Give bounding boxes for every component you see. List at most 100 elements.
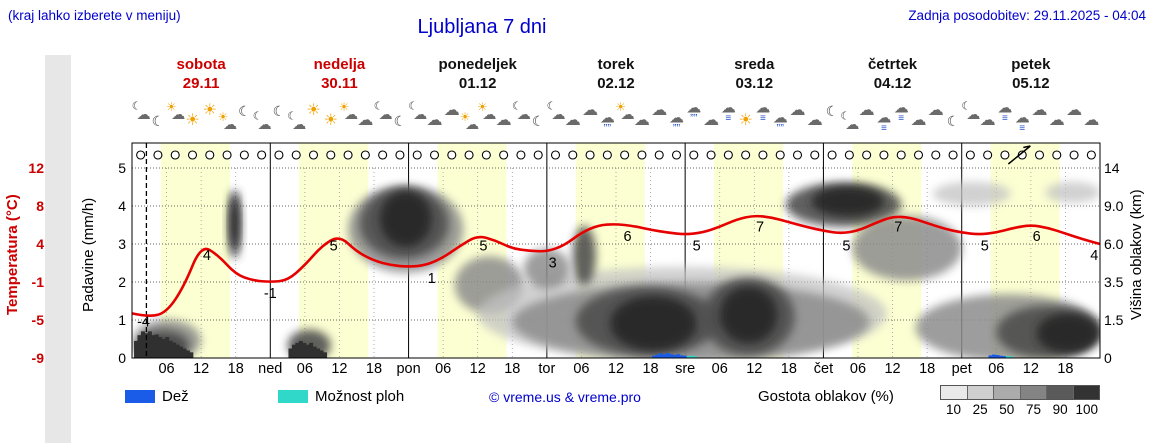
- cloud-rain-icon: ☁ ≡: [720, 99, 736, 124]
- day-date: 03.12: [735, 75, 774, 92]
- cloud-icon: ☁: [564, 112, 581, 129]
- axis-tick-label: 12: [28, 160, 44, 176]
- moon-cloud-icon: ☾ ☁: [131, 100, 151, 122]
- day-header: sreda 03.12: [685, 55, 823, 93]
- moon-cloud-icon: ☾ ☁: [511, 100, 531, 122]
- copyright-link[interactable]: © vreme.us & vreme.pro: [489, 389, 641, 405]
- time-label: pon: [396, 361, 421, 377]
- day-name: sreda: [734, 56, 775, 73]
- day-header: ponedeljek 01.12: [409, 55, 547, 93]
- moon-cloud-icon: ☾ ☁: [408, 100, 428, 122]
- cloud-cover-shading: [133, 181, 1100, 358]
- day-date: 29.11: [182, 75, 220, 92]
- left-gutter: [45, 55, 71, 443]
- showers-legend-label: Možnost ploh: [315, 388, 405, 405]
- cloud-icon: ☁: [495, 112, 512, 129]
- sun-icon: ☀: [185, 112, 200, 129]
- day-header: nedelja 30.11: [270, 55, 408, 93]
- axis-tick-label: 9.0: [1104, 198, 1124, 214]
- day-date: 04.12: [873, 75, 912, 92]
- temperature-value-labels: -4 4 -1 5 1 5 3 6 5 7 5 7 5 6 4: [137, 220, 1098, 331]
- cloud-rain-icon: ☁ ≡: [1014, 109, 1030, 134]
- cloud-icon: ☁: [979, 112, 996, 129]
- day-name: ponedeljek: [438, 56, 517, 73]
- time-label: ned: [258, 361, 283, 377]
- sun-cloud-icon: ☀ ☁: [476, 100, 497, 122]
- sun-icon: ☀: [738, 112, 753, 129]
- cloud-icon: ☁: [1083, 112, 1100, 129]
- cloudiness-circles-row: [136, 150, 1096, 160]
- day-header: sobota 29.11: [132, 55, 270, 93]
- cloud-drizzle-icon: ☁””: [686, 99, 702, 125]
- time-label: sre: [675, 361, 696, 377]
- cloud-icon: ☁: [633, 112, 650, 129]
- time-label: 18: [365, 361, 383, 377]
- cloud-icon: ☁: [1031, 102, 1048, 119]
- day-header: torek 02.12: [547, 55, 685, 93]
- cloud-icon: ☁: [910, 112, 927, 129]
- time-label: 18: [642, 361, 659, 377]
- density-scale-tick: 25: [972, 402, 988, 417]
- svg-text:5: 5: [479, 239, 487, 255]
- cloud-drizzle-icon: ☁””: [772, 109, 788, 135]
- time-label: 06: [158, 361, 175, 377]
- moon-icon: ☾: [825, 103, 839, 119]
- density-scale-tick: 90: [1052, 402, 1068, 417]
- svg-text:7: 7: [894, 220, 902, 236]
- axis-tick-label: 0: [118, 350, 126, 366]
- axis-tick-label: 3: [118, 236, 126, 252]
- moon-icon: ☾: [531, 113, 545, 129]
- last-update-text: Zadnja posodobitev: 29.11.2025 - 04:04: [908, 8, 1146, 23]
- cloud-rain-icon: ☁ ≡: [997, 99, 1013, 124]
- svg-text:3: 3: [549, 256, 557, 272]
- axis-tick-label: 5: [118, 160, 126, 176]
- time-label: 06: [435, 361, 452, 377]
- svg-text:6: 6: [623, 229, 631, 245]
- density-scale-segment: [993, 386, 1020, 399]
- density-scale-segment: [966, 386, 993, 399]
- temperature-curve: [131, 214, 1101, 317]
- axis-tick-label: 3.5: [1104, 274, 1124, 290]
- svg-text:5: 5: [842, 239, 850, 255]
- location-menu-hint: (kraj lahko izberete v meniju): [8, 8, 181, 23]
- sun-icon: ☀: [306, 102, 321, 119]
- density-scale-tick: 100: [1075, 402, 1099, 417]
- cloud-icon: ☁: [651, 102, 668, 119]
- time-label: 12: [469, 361, 486, 377]
- time-label: 12: [607, 361, 625, 377]
- moon-icon: ☾: [272, 103, 286, 119]
- svg-text:-4: -4: [137, 315, 150, 331]
- moon-cloud-icon: ☾ ☁: [287, 110, 307, 132]
- sun-cloud-icon: ☀ ☁: [217, 110, 238, 132]
- svg-text:4: 4: [203, 248, 211, 264]
- axis-tick-label: 4: [36, 236, 44, 252]
- time-label: tor: [538, 361, 556, 377]
- moon-cloud-icon: ☾ ☁: [373, 100, 393, 122]
- axis-tick-label: 14: [1104, 160, 1120, 176]
- moon-icon: ☾: [238, 103, 251, 119]
- axis-tick-label: 8: [36, 198, 44, 214]
- time-label: 06: [849, 361, 867, 377]
- density-scale-tick: 50: [999, 402, 1015, 417]
- rain-legend-label: Dež: [162, 388, 189, 405]
- cloud-icon: ☁: [858, 102, 875, 119]
- wind-symbol-icon: [1007, 145, 1031, 165]
- axis-tick-label: -9: [31, 350, 44, 366]
- moon-cloud-icon: ☾ ☁: [546, 100, 566, 122]
- svg-text:6: 6: [1033, 229, 1041, 245]
- day-name: nedelja: [313, 56, 366, 73]
- axis-tick-label: -5: [31, 312, 44, 328]
- cloud-icon: ☁: [443, 102, 460, 119]
- cloud-icon: ☁: [789, 102, 806, 119]
- svg-text:1: 1: [428, 271, 436, 287]
- moon-cloud-icon: ☾ ☁: [252, 110, 272, 132]
- showers-legend-swatch: [278, 390, 308, 403]
- density-scale-segment: [1072, 386, 1099, 399]
- sun-icon: ☀: [202, 102, 217, 119]
- axis-tick-label: 0: [1104, 350, 1112, 366]
- density-scale-segment: [1019, 386, 1046, 399]
- time-label: čet: [813, 361, 834, 377]
- svg-text:5: 5: [330, 239, 338, 255]
